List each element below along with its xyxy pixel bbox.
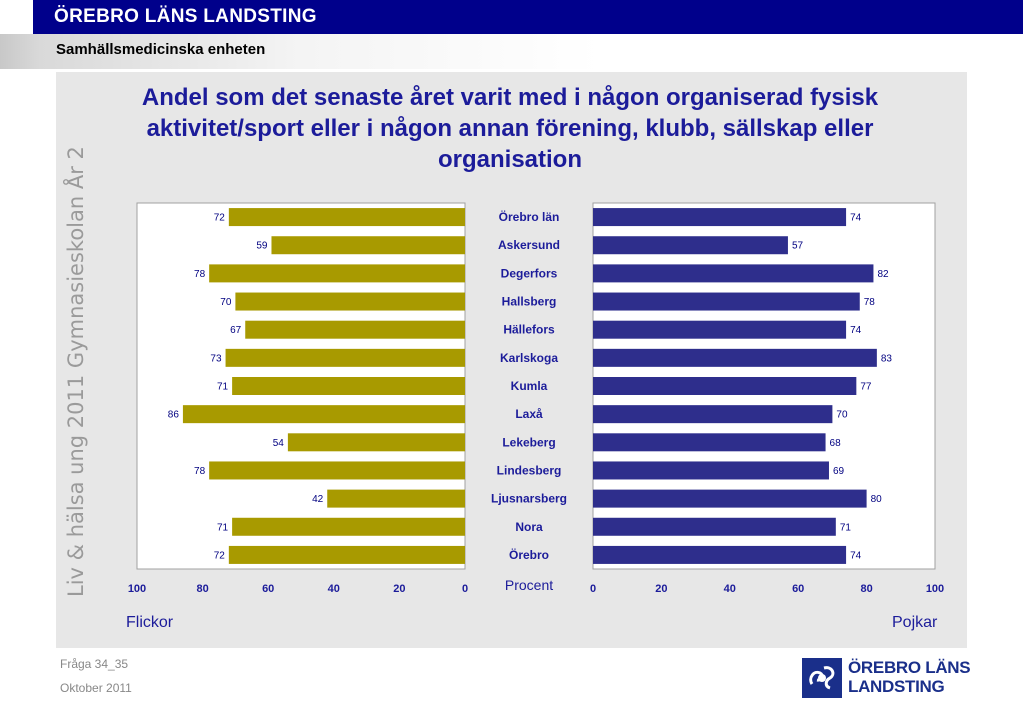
category-label: Askersund [498, 238, 560, 252]
bar-flickor [182, 405, 466, 424]
x-tick-label-right: 40 [724, 583, 736, 595]
bar-flickor [232, 517, 465, 536]
data-label-pojkar: 83 [881, 353, 893, 364]
x-axis-label: Procent [505, 577, 553, 593]
data-label-pojkar: 78 [864, 297, 876, 308]
bar-pojkar [593, 377, 857, 395]
data-label-flickor: 71 [217, 522, 229, 533]
bar-pojkar [593, 208, 847, 227]
x-tick-label-left: 40 [328, 583, 340, 595]
bar-flickor [287, 433, 465, 452]
data-label-pojkar: 68 [830, 438, 842, 449]
x-tick-label-right: 80 [860, 583, 872, 595]
category-label: Lekeberg [502, 435, 555, 449]
chart-title: Andel som det senaste året varit med i n… [141, 84, 879, 173]
data-label-flickor: 86 [168, 410, 180, 421]
data-label-pojkar: 57 [792, 241, 804, 252]
category-label: Kumla [511, 379, 548, 393]
bar-pojkar [593, 348, 877, 367]
bar-flickor [245, 320, 465, 339]
data-label-pojkar: 80 [871, 494, 883, 505]
bar-pojkar [593, 433, 826, 452]
category-label: Örebro län [499, 209, 560, 224]
category-label: Örebro [509, 547, 549, 562]
x-tick-label-left: 60 [262, 583, 274, 595]
x-tick-label-right: 0 [590, 583, 596, 595]
data-label-pojkar: 77 [860, 382, 872, 393]
x-tick-label-right: 100 [926, 583, 944, 595]
bar-pojkar [593, 320, 847, 339]
data-label-flickor: 67 [230, 325, 242, 336]
subheader-bar [0, 34, 1023, 69]
data-label-pojkar: 71 [840, 522, 852, 533]
x-tick-label-right: 20 [655, 583, 667, 595]
data-label-flickor: 78 [194, 466, 206, 477]
legend-pojkar: Pojkar [892, 614, 938, 631]
bar-pojkar [593, 292, 860, 311]
data-label-flickor: 70 [220, 297, 232, 308]
x-tick-label-left: 80 [196, 583, 208, 595]
data-label-flickor: 59 [256, 241, 268, 252]
legend-flickor: Flickor [126, 614, 174, 631]
data-label-pojkar: 74 [850, 325, 862, 336]
data-label-pojkar: 82 [877, 269, 889, 280]
data-label-pojkar: 69 [833, 466, 845, 477]
bar-flickor [228, 545, 465, 564]
category-label: Ljusnarsberg [491, 492, 567, 506]
bar-flickor [232, 377, 465, 395]
logo-emblem-icon [802, 658, 842, 698]
bar-flickor [209, 264, 465, 283]
header-band [33, 0, 1023, 34]
x-tick-label-left: 100 [128, 583, 146, 595]
category-label: Karlskoga [500, 351, 558, 365]
bar-pojkar [593, 545, 847, 564]
category-label: Hallsberg [502, 295, 557, 309]
category-label: Laxå [515, 407, 543, 421]
landsting-logo: ÖREBRO LÄNS LANDSTING [802, 656, 972, 700]
bar-flickor [225, 348, 465, 367]
x-tick-label-left: 20 [393, 583, 405, 595]
data-label-flickor: 73 [210, 353, 222, 364]
data-label-flickor: 71 [217, 382, 229, 393]
logo-line-1: ÖREBRO LÄNS [848, 658, 971, 677]
data-label-flickor: 42 [312, 494, 324, 505]
bar-pojkar [593, 405, 833, 424]
x-tick-label-right: 60 [792, 583, 804, 595]
data-label-pojkar: 74 [850, 550, 862, 561]
data-label-flickor: 78 [194, 269, 206, 280]
data-label-flickor: 54 [273, 438, 285, 449]
bar-flickor [271, 236, 465, 255]
bar-flickor [209, 461, 465, 480]
bar-flickor [235, 292, 465, 311]
bar-flickor [228, 208, 465, 227]
bar-pojkar [593, 517, 836, 536]
publication-date: Oktober 2011 [60, 681, 132, 695]
category-label: Hällefors [503, 323, 555, 337]
bar-pojkar [593, 461, 829, 480]
bar-pojkar [593, 236, 788, 255]
unit-title: Samhällsmedicinska enheten [56, 41, 266, 58]
bar-pojkar [593, 264, 874, 283]
category-label: Nora [515, 520, 543, 534]
logo-line-2: LANDSTING [848, 677, 945, 696]
category-label: Lindesberg [497, 463, 562, 477]
org-title: ÖREBRO LÄNS LANDSTING [54, 6, 317, 27]
data-label-pojkar: 74 [850, 213, 862, 224]
data-label-flickor: 72 [214, 550, 226, 561]
question-reference: Fråga 34_35 [60, 657, 129, 671]
x-tick-label-left: 0 [462, 583, 468, 595]
logo-text: ÖREBRO LÄNS LANDSTING [848, 658, 971, 696]
data-label-flickor: 72 [214, 213, 226, 224]
bar-pojkar [593, 489, 867, 508]
bar-flickor [327, 489, 465, 508]
data-label-pojkar: 70 [836, 410, 848, 421]
category-label: Degerfors [501, 266, 558, 280]
